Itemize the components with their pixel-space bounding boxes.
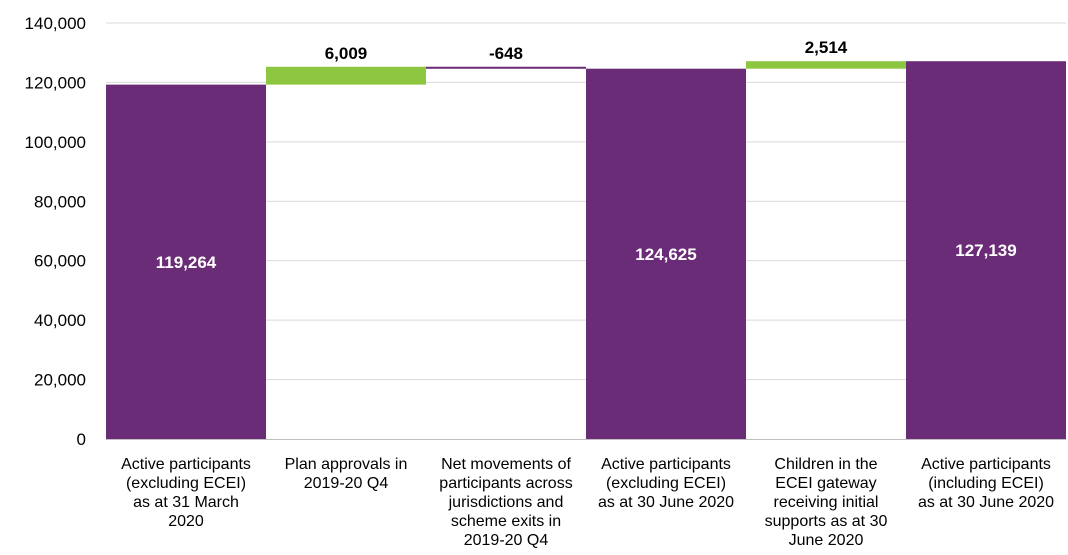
x-category-label: supports as at 30 bbox=[765, 513, 888, 530]
y-tick-label: 120,000 bbox=[25, 73, 86, 92]
x-category-label: Active participants bbox=[601, 456, 731, 473]
x-category-label: 2019-20 Q4 bbox=[304, 475, 389, 492]
x-category-label: Net movements of bbox=[441, 456, 571, 473]
y-tick-label: 140,000 bbox=[25, 14, 86, 33]
x-category-label: (excluding ECEI) bbox=[126, 475, 246, 492]
data-label: 127,139 bbox=[955, 241, 1016, 260]
bars bbox=[106, 61, 1066, 439]
bar-increase bbox=[746, 61, 906, 69]
x-category-label: participants across bbox=[439, 475, 572, 492]
x-category-label: 2019-20 Q4 bbox=[464, 532, 549, 549]
x-category-label: Plan approvals in bbox=[285, 456, 408, 473]
bar-total bbox=[586, 68, 746, 439]
y-tick-label: 80,000 bbox=[34, 192, 86, 211]
bar-total bbox=[906, 61, 1066, 439]
x-category-label: Active participants bbox=[921, 456, 1051, 473]
y-tick-label: 100,000 bbox=[25, 133, 86, 152]
x-category-label: scheme exits in bbox=[451, 513, 561, 530]
data-label: 6,009 bbox=[325, 44, 368, 63]
y-tick-label: 40,000 bbox=[34, 311, 86, 330]
data-label: -648 bbox=[489, 44, 523, 63]
x-category-label: Children in the bbox=[774, 456, 877, 473]
data-labels: 119,264 6,009 -648 124,625 2,514 127,139 bbox=[156, 38, 1017, 272]
x-category-label: as at 31 March bbox=[133, 494, 239, 511]
x-category-label: Active participants bbox=[121, 456, 251, 473]
x-category-label: June 2020 bbox=[789, 532, 864, 549]
bar-increase bbox=[266, 66, 426, 85]
x-category-label: 2020 bbox=[168, 513, 204, 530]
bar-total bbox=[106, 84, 266, 439]
x-axis: Active participants (excluding ECEI) as at… bbox=[106, 439, 1066, 549]
x-category-label: as at 30 June 2020 bbox=[918, 494, 1054, 511]
x-category-label: ECEI gateway bbox=[775, 475, 876, 492]
y-tick-label: 0 bbox=[77, 430, 86, 449]
x-category-label: (including ECEI) bbox=[928, 475, 1044, 492]
y-tick-label: 20,000 bbox=[34, 371, 86, 390]
x-category-label: (excluding ECEI) bbox=[606, 475, 726, 492]
data-label: 2,514 bbox=[805, 38, 848, 57]
data-label: 119,264 bbox=[156, 253, 217, 272]
y-axis: 0 20,000 40,000 60,000 80,000 100,000 120,000 1… bbox=[25, 14, 86, 449]
data-label: 124,625 bbox=[635, 245, 696, 264]
x-category-label: jurisdictions and bbox=[448, 494, 564, 511]
x-category-label: receiving initial bbox=[774, 494, 879, 511]
x-category-label: as at 30 June 2020 bbox=[598, 494, 734, 511]
y-tick-label: 60,000 bbox=[34, 252, 86, 271]
bar-decrease bbox=[426, 66, 586, 69]
